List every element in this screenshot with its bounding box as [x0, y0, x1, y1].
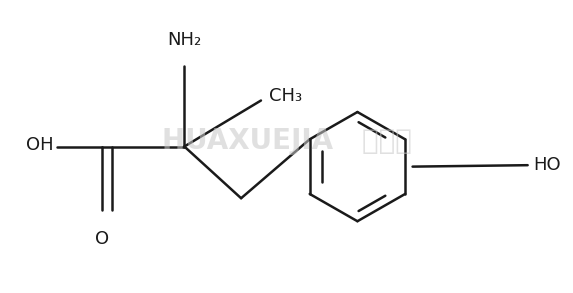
- Text: O: O: [95, 230, 109, 248]
- Text: HUAXUEJIA   化学加: HUAXUEJIA 化学加: [162, 127, 411, 155]
- Text: HO: HO: [533, 156, 561, 174]
- Text: OH: OH: [26, 136, 54, 154]
- Text: CH₃: CH₃: [269, 87, 303, 105]
- Text: NH₂: NH₂: [167, 31, 202, 49]
